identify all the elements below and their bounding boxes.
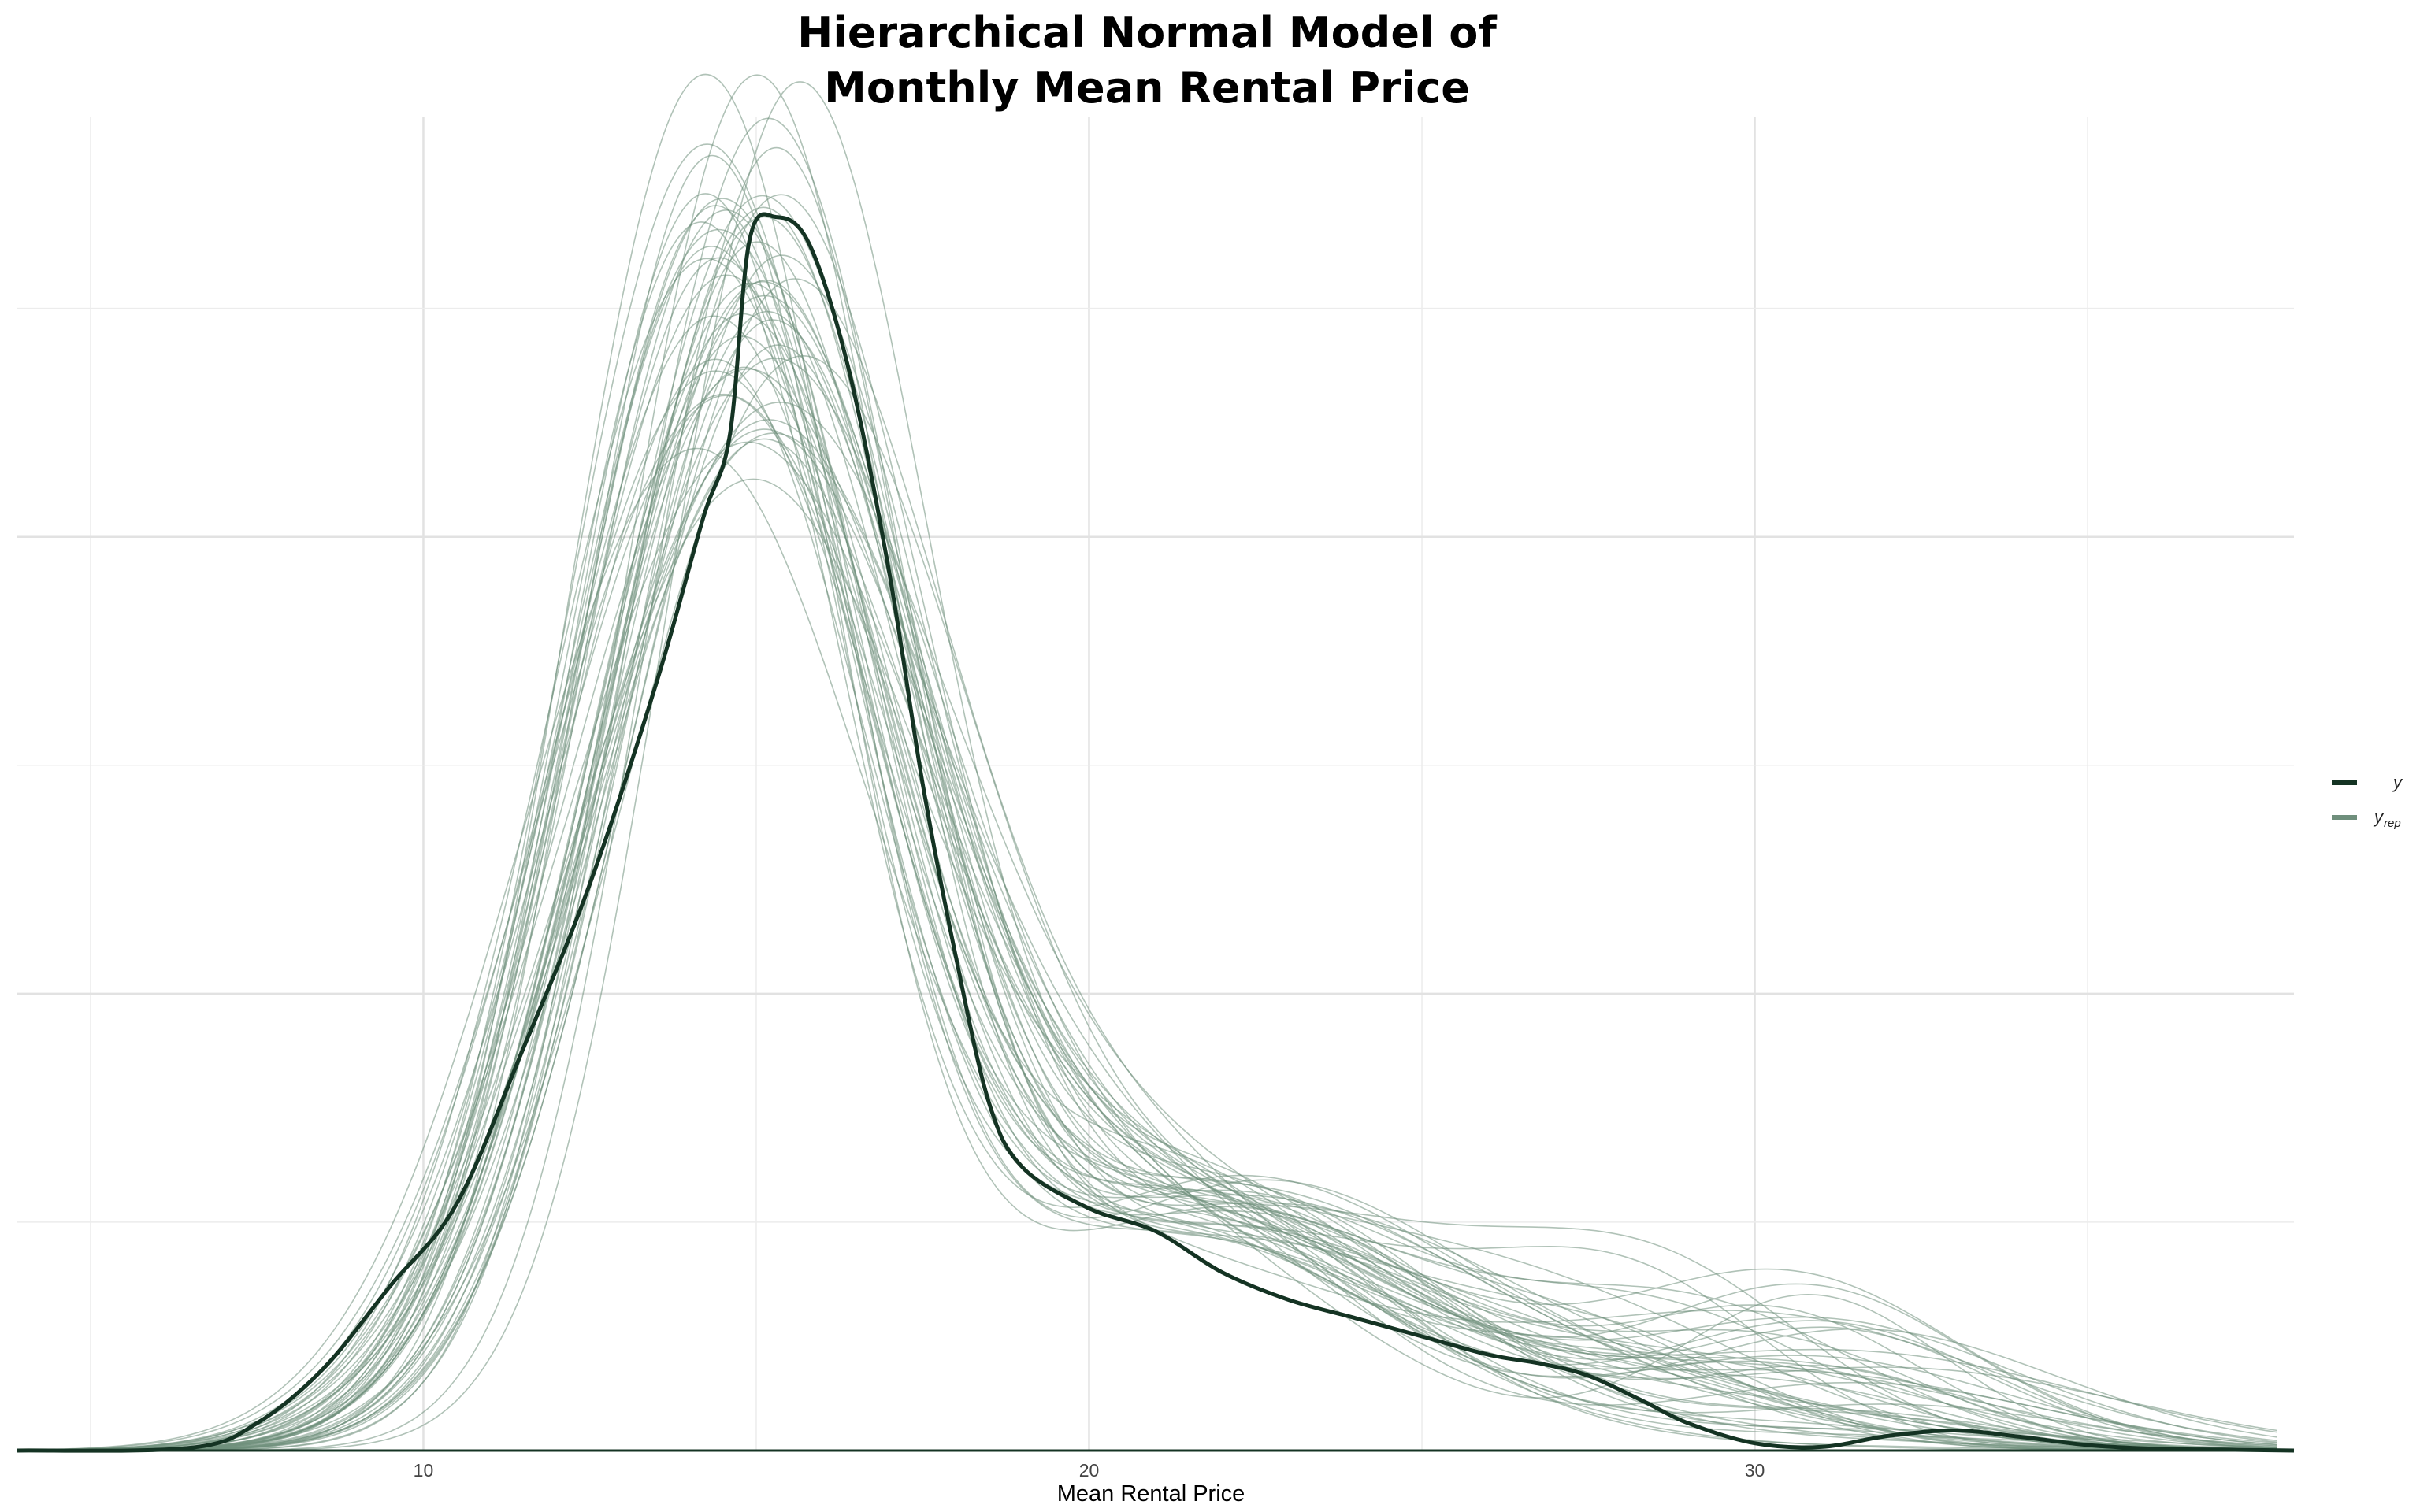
x-tick-label: 10 xyxy=(414,1460,434,1480)
y-rep-density-curve xyxy=(17,206,2277,1451)
y-rep-density-curve xyxy=(17,315,2277,1451)
y-rep-density-curve xyxy=(17,419,2277,1451)
grid xyxy=(17,117,2294,1451)
y-rep-density-curve xyxy=(17,73,2277,1451)
chart-title-line-1: Hierarchical Normal Model of xyxy=(797,8,1497,57)
y-rep-density-curve xyxy=(17,246,2277,1451)
chart-title-line-2: Monthly Mean Rental Price xyxy=(824,63,1470,113)
y-rep-density-curve xyxy=(17,216,2277,1451)
y-rep-density-curve xyxy=(17,205,2277,1451)
y-rep-density-curve xyxy=(17,401,2277,1451)
y-rep-density-curve xyxy=(17,395,2277,1451)
y-rep-density-curve xyxy=(17,295,2277,1451)
y-rep-density-curve xyxy=(17,358,2277,1451)
y-rep-density-curve xyxy=(17,258,2277,1451)
y-rep-density-curve xyxy=(17,228,2277,1451)
y-rep-density-curve xyxy=(17,194,2277,1451)
legend-label-y-rep: y xyxy=(2373,807,2385,827)
y-rep-density-curve xyxy=(17,478,2277,1451)
y-rep-density-curve xyxy=(17,221,2277,1451)
y-rep-density-curve xyxy=(17,74,2277,1451)
y-rep-density-curve xyxy=(17,310,2277,1451)
y-rep-density-curve xyxy=(17,146,2277,1451)
y-density-curve xyxy=(17,212,2295,1453)
y-rep-density-curve xyxy=(17,274,2277,1451)
y-rep-density-curve xyxy=(17,355,2277,1451)
y-rep-density-curve xyxy=(17,278,2277,1451)
y-rep-density-curve xyxy=(17,447,2277,1451)
y-rep-density-curve xyxy=(17,428,2277,1451)
y-rep-density-curve xyxy=(17,366,2277,1451)
y-rep-density-curve xyxy=(17,117,2277,1451)
y-rep-density-curve xyxy=(17,257,2277,1451)
y-rep-density-curve xyxy=(17,370,2277,1451)
x-tick-label: 30 xyxy=(1745,1460,1765,1480)
legend-label-y-rep-subscript: rep xyxy=(2384,817,2401,830)
y-rep-density-curve xyxy=(17,282,2277,1451)
y-rep-density-curve xyxy=(17,319,2278,1451)
x-axis-title: Mean Rental Price xyxy=(1057,1481,1245,1506)
y-rep-density-curves xyxy=(17,73,2278,1451)
y-rep-density-curve xyxy=(17,193,2277,1451)
y-rep-density-curve xyxy=(17,432,2277,1451)
y-rep-density-curve xyxy=(17,209,2277,1451)
y-rep-density-curve xyxy=(17,358,2277,1451)
y-rep-density-curve xyxy=(17,195,2277,1451)
y-rep-density-curve xyxy=(17,280,2277,1451)
y-rep-density-curve xyxy=(17,344,2277,1451)
y-rep-density-curve xyxy=(17,393,2277,1451)
legend: y y rep xyxy=(2332,773,2403,830)
y-rep-density-curve xyxy=(17,368,2277,1451)
y-rep-density-curve xyxy=(17,280,2277,1451)
y-rep-density-curve xyxy=(17,254,2277,1451)
x-axis: 10 20 30 xyxy=(17,1449,2294,1480)
y-rep-density-curve xyxy=(17,143,2277,1451)
y-density-curve-group xyxy=(17,212,2295,1453)
y-rep-density-curve xyxy=(17,154,2277,1451)
y-rep-density-curve xyxy=(17,441,2277,1451)
y-rep-density-curve xyxy=(17,438,2277,1451)
x-tick-label: 20 xyxy=(1079,1460,1100,1480)
legend-label-y: y xyxy=(2392,773,2403,792)
y-rep-density-curve xyxy=(17,313,2277,1451)
y-rep-density-curve xyxy=(17,335,2278,1451)
y-rep-density-curve xyxy=(17,241,2278,1451)
y-rep-density-curve xyxy=(17,81,2277,1451)
y-rep-density-curve xyxy=(17,198,2277,1451)
